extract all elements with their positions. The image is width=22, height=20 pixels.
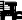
Bar — [6, 11, 8, 16]
Bar — [10, 4, 12, 16]
Bar — [12, 6, 15, 16]
Bar — [3, 11, 6, 16]
Text: Figure 1 B: Figure 1 B — [0, 6, 22, 20]
